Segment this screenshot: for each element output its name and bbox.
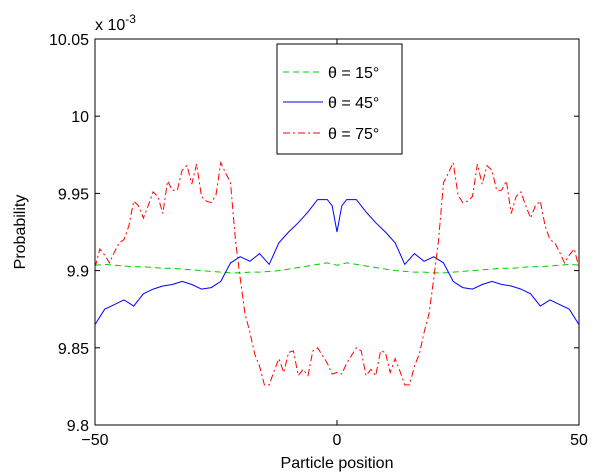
- y-exponent-power: -3: [125, 12, 136, 26]
- legend-label-3: θ = 75°: [328, 126, 379, 143]
- legend-label-2: θ = 45°: [328, 95, 379, 112]
- y-tick-label: 10.05: [49, 32, 89, 49]
- y-tick-label: 9.9: [67, 264, 89, 281]
- legend-box: [276, 43, 403, 155]
- x-tick-label: 50: [570, 432, 588, 449]
- y-exponent-base: x 10: [95, 17, 125, 34]
- y-tick-label: 9.95: [58, 186, 89, 203]
- series-line-3: [94, 160, 580, 386]
- y-tick-label: 9.8: [67, 418, 89, 435]
- legend-label-1: θ = 15°: [328, 65, 379, 82]
- series-line-1: [94, 262, 580, 274]
- legend: θ = 15° θ = 45° θ = 75°: [276, 43, 403, 155]
- axis-ticks: −50 0 50 9.8 9.85 9.9 9.95 10 10.05: [49, 32, 588, 449]
- y-exponent-label: x 10-3: [95, 12, 136, 34]
- series-line-2: [94, 199, 580, 325]
- y-axis-label: Probability: [12, 195, 29, 270]
- x-tick-label: −50: [81, 432, 108, 449]
- y-tick-label: 10: [71, 109, 89, 126]
- series-lines: [94, 160, 580, 386]
- y-tick-label: 9.85: [58, 341, 89, 358]
- x-axis-label: Particle position: [281, 455, 394, 472]
- x-tick-label: 0: [333, 432, 342, 449]
